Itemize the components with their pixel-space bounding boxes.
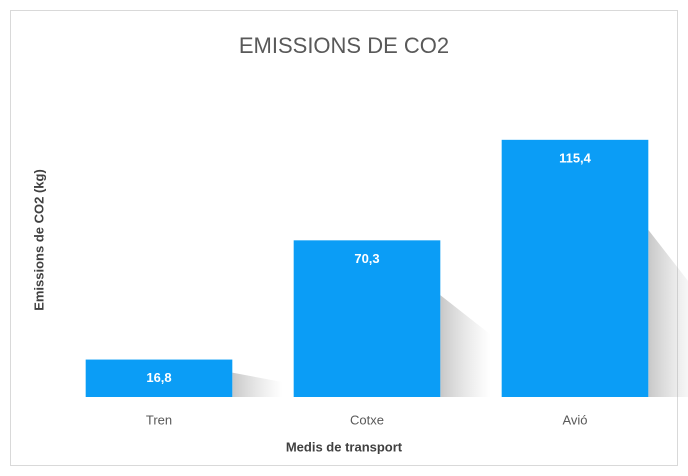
value-label: 70,3 <box>354 251 379 266</box>
x-tick-label: Cotxe <box>350 412 384 427</box>
x-tick-label: Tren <box>146 412 172 427</box>
chart-title: EMISSIONS DE CO2 <box>239 33 449 58</box>
bar <box>501 139 649 397</box>
bar-shadow <box>232 372 283 397</box>
x-axis-title: Medis de transport <box>286 439 403 454</box>
y-axis-title: Emissions de CO2 (kg) <box>31 169 46 311</box>
bar-shadow <box>648 229 688 397</box>
value-label: 115,4 <box>559 150 592 165</box>
x-tick-label: Avió <box>562 412 587 427</box>
bar-shadow <box>440 295 491 397</box>
bar <box>85 359 233 397</box>
bar <box>293 240 441 397</box>
value-label: 16,8 <box>146 370 171 385</box>
